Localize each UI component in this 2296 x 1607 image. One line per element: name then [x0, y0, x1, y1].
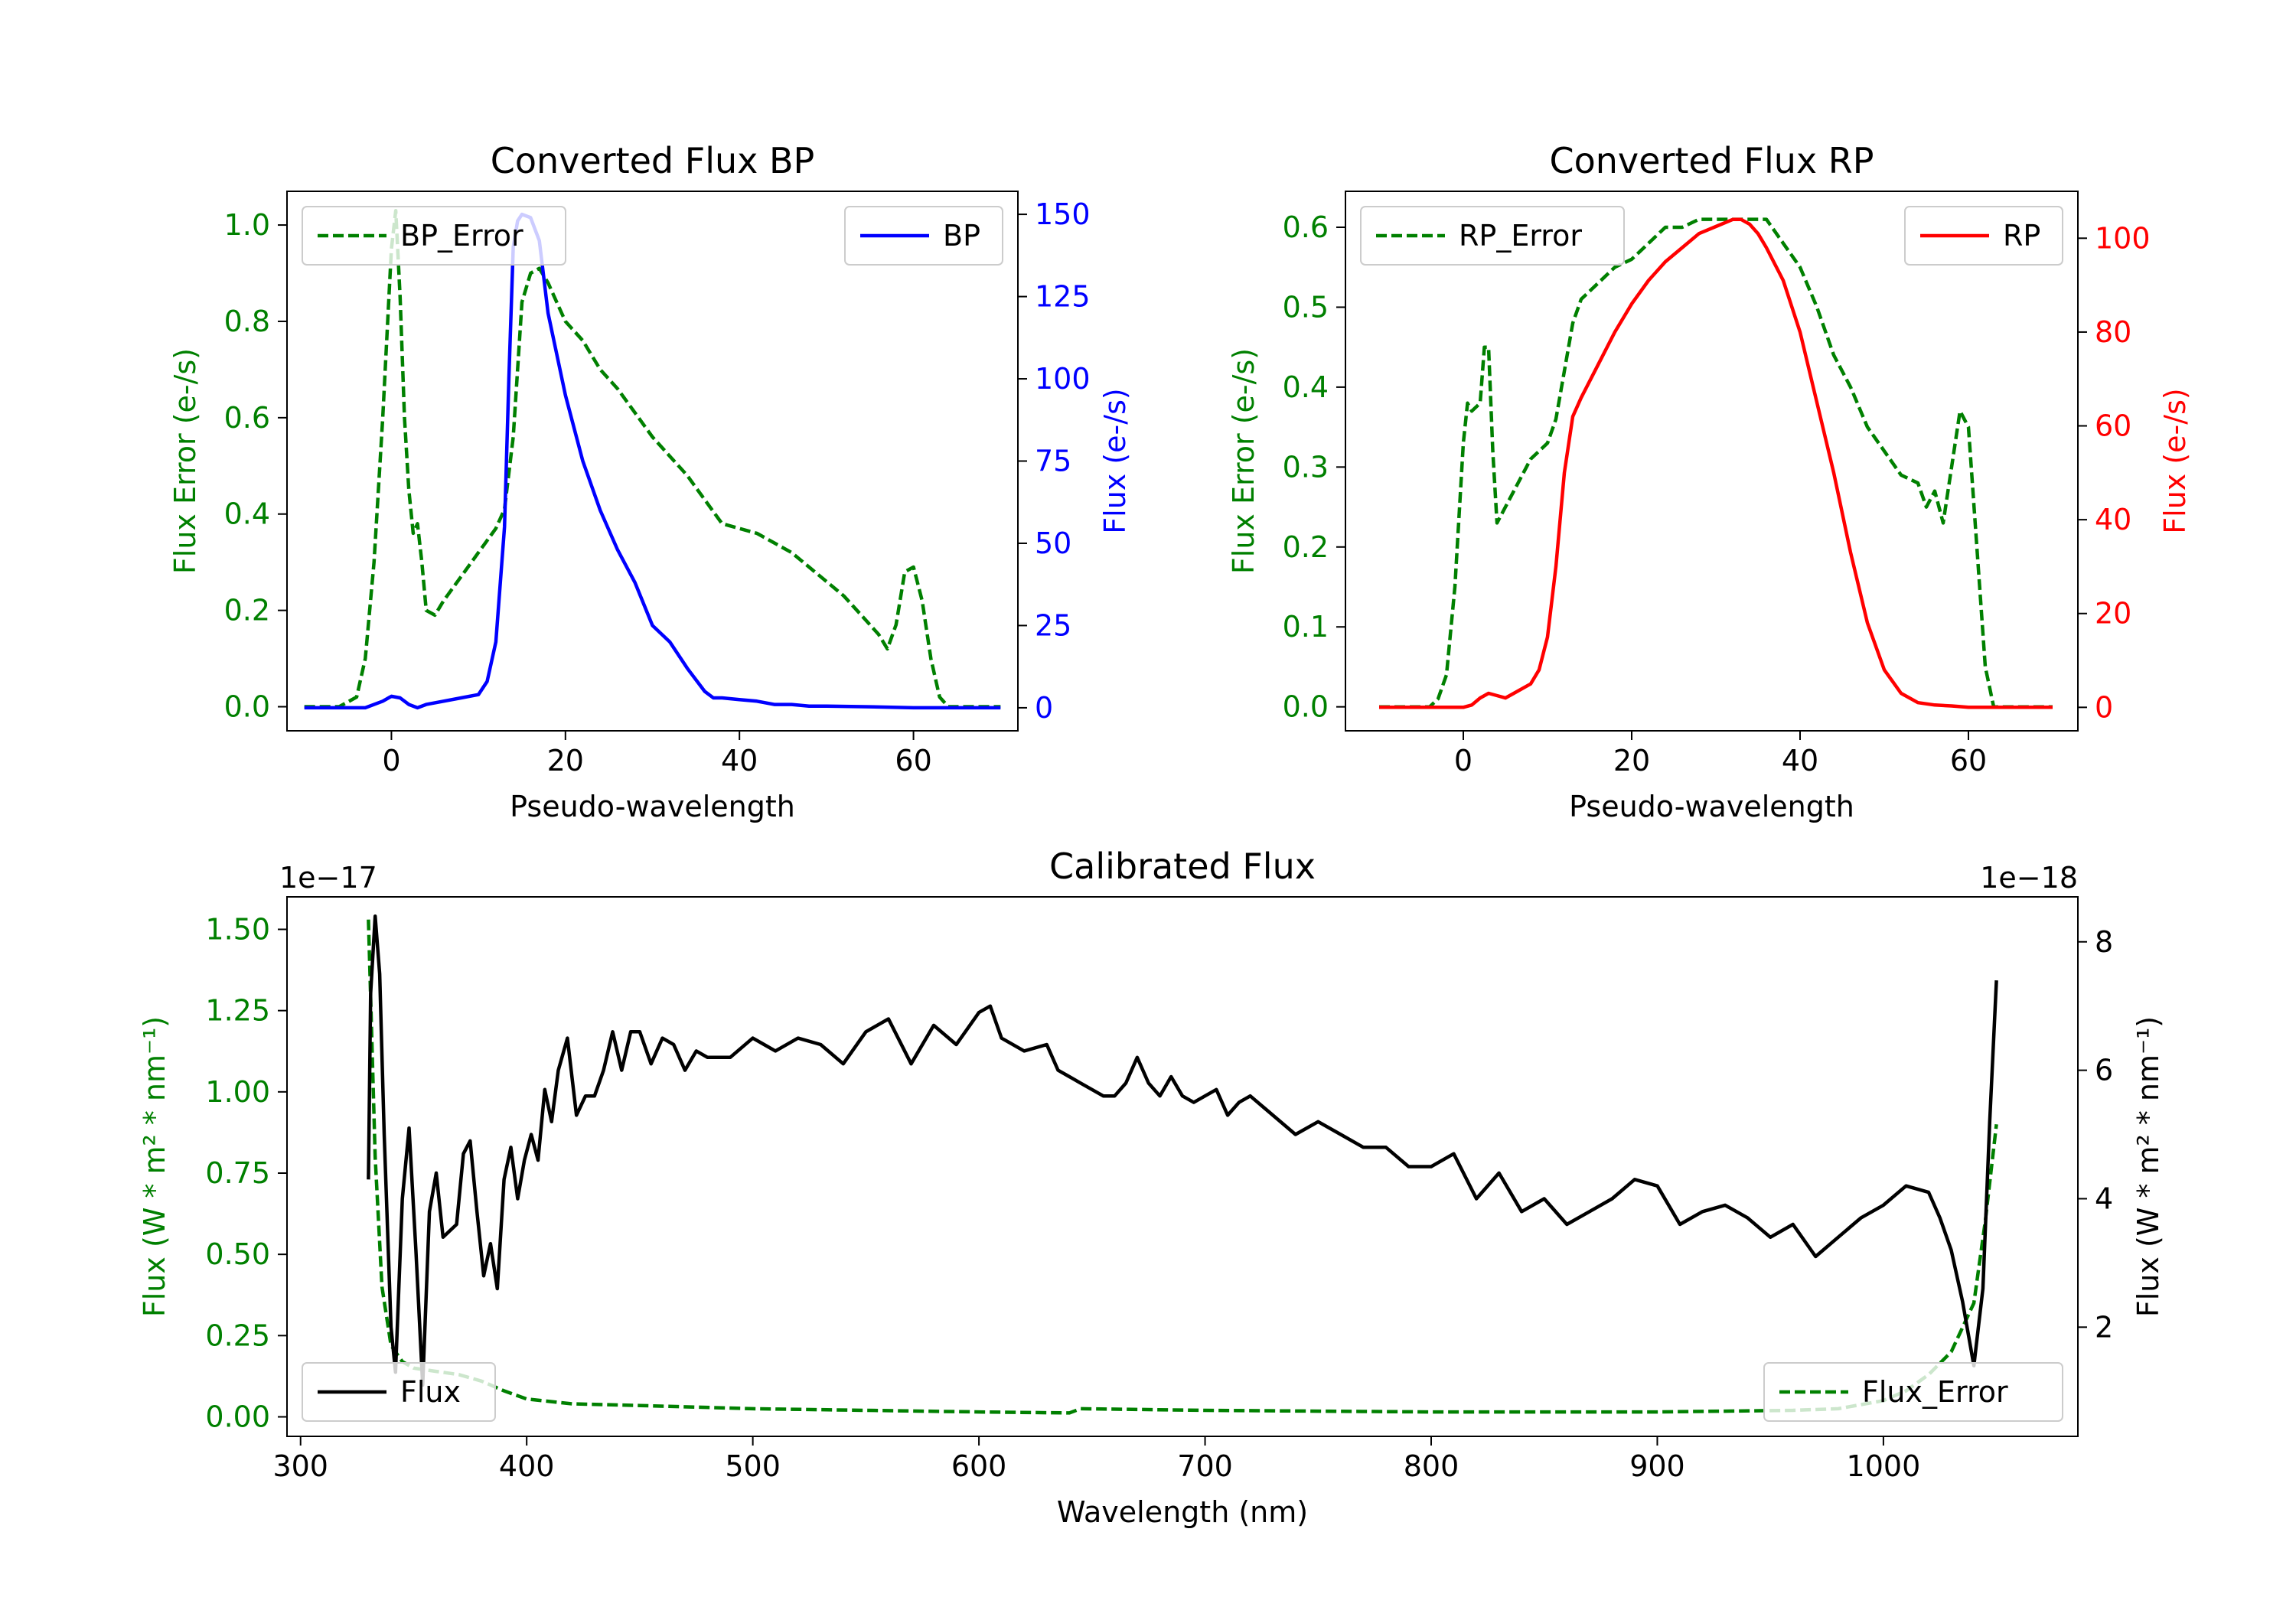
cal-ylabel-left: Flux (W * m² * nm⁻¹) — [138, 1016, 171, 1317]
rp-xtick-label: 40 — [1782, 744, 1818, 777]
bp-series-bp — [304, 212, 1001, 710]
cal-series-flux-error — [367, 919, 1998, 1415]
cal-ylabel-right: Flux (W * m² * nm⁻¹) — [2131, 1016, 2165, 1317]
bp-ytick-left-label: 0.6 — [224, 401, 270, 435]
rp-legend-label: RP_Error — [1459, 219, 1582, 253]
rp-xlabel: Pseudo-wavelength — [1569, 790, 1854, 823]
rp-ytick-left-label: 0.0 — [1283, 690, 1329, 724]
bp-ytick-right-label: 75 — [1035, 445, 1071, 478]
bp-axes-frame — [286, 191, 1019, 732]
rp-series-rp-error — [1379, 217, 2053, 709]
rp-ylabel-right: Flux (e-/s) — [2158, 388, 2192, 533]
cal-ytick-right-label: 8 — [2095, 925, 2113, 959]
bp-xtick-label: 0 — [382, 744, 400, 777]
cal-xtick-label: 600 — [951, 1449, 1007, 1483]
rp-ytick-right-label: 80 — [2095, 315, 2131, 349]
cal-panel: 300 400 500 600 700 800 900 1000 0.00 0.25 0.50 0.7… — [138, 846, 2165, 1529]
bp-xtick-label: 60 — [895, 744, 931, 777]
cal-series-flux — [367, 914, 1998, 1387]
bp-xlabel: Pseudo-wavelength — [510, 790, 795, 823]
rp-legend-rp: RP — [1904, 206, 2063, 266]
rp-ytick-left-label: 0.4 — [1283, 370, 1329, 404]
cal-xtick-label: 500 — [725, 1449, 781, 1483]
cal-ytick-left-label: 1.25 — [205, 994, 270, 1028]
rp-ytick-right-label: 0 — [2095, 690, 2113, 724]
rp-legend-label: RP — [2003, 219, 2040, 253]
bp-ylabel-left: Flux Error (e-/s) — [168, 348, 202, 574]
cal-xlabel: Wavelength (nm) — [1057, 1495, 1308, 1529]
bp-legend-bp-error: BP_Error — [302, 206, 566, 266]
rp-xtick-label: 20 — [1613, 744, 1650, 777]
cal-ytick-left-label: 0.75 — [205, 1156, 270, 1190]
bp-ytick-left-label: 1.0 — [224, 208, 270, 242]
rp-ytick-right-label: 40 — [2095, 503, 2131, 536]
cal-legend-box — [1763, 1362, 2063, 1422]
bp-ytick-right-label: 125 — [1035, 280, 1091, 314]
cal-offset-right: 1e−18 — [1980, 861, 2078, 895]
rp-ytick-right-label: 20 — [2095, 597, 2131, 631]
cal-legend-flux-error: Flux_Error — [1763, 1362, 2063, 1422]
cal-ytick-left-label: 0.00 — [205, 1400, 270, 1434]
bp-ytick-left-label: 0.2 — [224, 594, 270, 627]
cal-title: Calibrated Flux — [1049, 846, 1316, 887]
rp-ytick-left-label: 0.6 — [1283, 210, 1329, 244]
cal-legend-label: Flux — [400, 1375, 461, 1409]
bp-ylabel-right: Flux (e-/s) — [1098, 388, 1132, 533]
cal-ytick-right-label: 6 — [2095, 1054, 2113, 1087]
cal-xtick-label: 700 — [1177, 1449, 1233, 1483]
cal-xtick-label: 400 — [499, 1449, 555, 1483]
cal-xtick-label: 800 — [1404, 1449, 1459, 1483]
rp-panel: 0 20 40 60 0.0 0.1 0.2 0.3 0.4 0.5 0.6 0 20 40 60 80 100… — [1227, 140, 2192, 823]
rp-ytick-left-label: 0.1 — [1283, 610, 1329, 644]
cal-ytick-right-label: 2 — [2095, 1310, 2113, 1344]
bp-ytick-left-label: 0.4 — [224, 497, 270, 531]
bp-legend-box — [302, 206, 566, 266]
cal-ytick-left-label: 0.50 — [205, 1237, 270, 1271]
cal-offset-left: 1e−17 — [279, 861, 377, 895]
rp-ytick-left-label: 0.3 — [1283, 450, 1329, 484]
cal-legend-label: Flux_Error — [1862, 1375, 2008, 1409]
rp-ylabel-left: Flux Error (e-/s) — [1227, 348, 1261, 574]
cal-ytick-right-label: 4 — [2095, 1182, 2113, 1215]
rp-legend-box — [1360, 206, 1625, 266]
cal-ytick-left-label: 1.00 — [205, 1075, 270, 1109]
cal-legend-box — [302, 1362, 496, 1422]
cal-xtick-label: 300 — [272, 1449, 328, 1483]
rp-ytick-right-label: 100 — [2095, 221, 2151, 255]
bp-ytick-left-label: 0.8 — [224, 305, 270, 338]
bp-ytick-right-label: 50 — [1035, 526, 1071, 560]
bp-title: Converted Flux BP — [491, 140, 815, 181]
cal-axes-frame — [286, 896, 2079, 1437]
bp-ytick-right-label: 25 — [1035, 608, 1071, 642]
bp-ytick-left-label: 0.0 — [224, 690, 270, 724]
bp-series-bp-error — [304, 208, 1001, 709]
cal-ytick-left-label: 1.50 — [205, 912, 270, 946]
bp-legend-label: BP — [943, 219, 980, 253]
bp-xtick-label: 20 — [547, 744, 584, 777]
bp-ytick-right-label: 0 — [1035, 691, 1053, 725]
cal-legend-flux: Flux — [302, 1362, 496, 1422]
bp-ytick-right-label: 100 — [1035, 362, 1091, 396]
rp-ytick-left-label: 0.5 — [1283, 290, 1329, 324]
rp-ytick-left-label: 0.2 — [1283, 530, 1329, 564]
bp-legend-label: BP_Error — [400, 219, 523, 253]
bp-panel: 0 20 40 60 0.0 0.2 0.4 0.6 0.8 1.0 0 25 50 75 100 125 15… — [168, 140, 1132, 823]
bp-legend-bp: BP — [844, 206, 1003, 266]
cal-xtick-label: 900 — [1629, 1449, 1685, 1483]
rp-axes-frame — [1345, 191, 2079, 732]
rp-xtick-label: 60 — [1950, 744, 1987, 777]
rp-legend-rp-error: RP_Error — [1360, 206, 1625, 266]
cal-ytick-left-label: 0.25 — [205, 1319, 270, 1352]
cal-xtick-label: 1000 — [1847, 1449, 1921, 1483]
rp-xtick-label: 0 — [1454, 744, 1473, 777]
rp-series-rp — [1379, 217, 2053, 709]
rp-title: Converted Flux RP — [1550, 140, 1874, 181]
bp-xtick-label: 40 — [721, 744, 758, 777]
rp-ytick-right-label: 60 — [2095, 409, 2131, 443]
bp-ytick-right-label: 150 — [1035, 197, 1091, 231]
